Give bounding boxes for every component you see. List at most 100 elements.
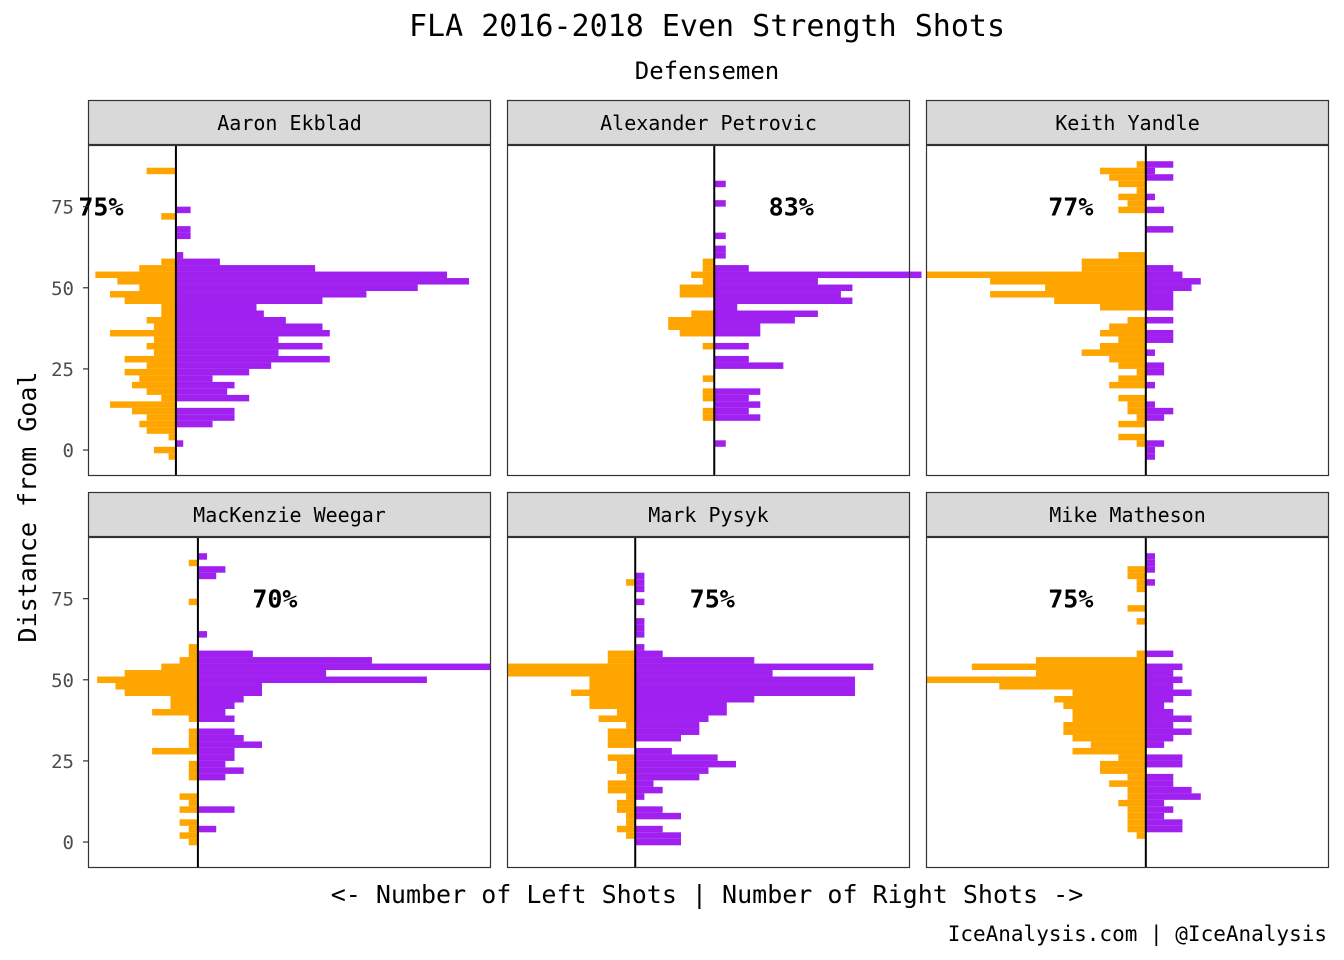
right-shot-bar bbox=[175, 368, 250, 376]
left-shot-bar bbox=[179, 819, 198, 826]
left-shot-bar bbox=[146, 316, 176, 324]
left-shot-bar bbox=[1136, 414, 1146, 421]
right-shot-bar bbox=[197, 728, 235, 735]
left-shot-bar bbox=[146, 342, 176, 350]
right-shot-bar bbox=[1145, 812, 1165, 820]
right-shot-bar bbox=[175, 206, 191, 214]
right-shot-bar bbox=[714, 310, 818, 317]
right-shot-bar bbox=[714, 232, 726, 240]
left-shot-bar bbox=[1136, 832, 1146, 839]
right-shot-bar bbox=[197, 806, 235, 813]
right-shot-bar bbox=[175, 278, 470, 285]
facet-strip bbox=[506, 99, 911, 146]
left-shot-bar bbox=[607, 754, 636, 761]
left-shot-bar bbox=[1127, 401, 1146, 408]
right-shot-bar bbox=[1145, 174, 1174, 181]
left-shot-bar bbox=[139, 284, 176, 292]
left-shot-bar bbox=[153, 323, 176, 330]
left-shot-bar bbox=[1118, 362, 1146, 369]
left-shot-bar bbox=[668, 323, 715, 330]
right-shot-bar bbox=[714, 388, 761, 395]
left-shot-bar bbox=[507, 670, 636, 677]
right-shot-bar bbox=[714, 200, 726, 207]
left-shot-bar bbox=[117, 278, 176, 285]
right-shot-bar bbox=[1145, 734, 1174, 742]
right-shot-bar bbox=[1145, 773, 1174, 781]
y-tick-label: 25 bbox=[51, 359, 74, 381]
right-shot-bar bbox=[1145, 683, 1174, 690]
right-shot-bar bbox=[197, 670, 327, 677]
left-shot-bar bbox=[124, 670, 198, 677]
right-shot-bar bbox=[714, 284, 853, 292]
left-shot-bar bbox=[598, 715, 636, 722]
left-shot-bar bbox=[1072, 708, 1146, 716]
facet-panel: Keith Yandle 77% bbox=[925, 99, 1330, 477]
right-shot-bar bbox=[175, 440, 184, 447]
y-tick-label: 25 bbox=[51, 751, 74, 773]
left-shot-bar bbox=[1136, 161, 1146, 168]
left-shot-bar bbox=[926, 271, 1146, 279]
facet-panel: Mike Matheson 75% bbox=[925, 491, 1330, 869]
y-tick-label: 75 bbox=[51, 197, 74, 219]
facet-strip bbox=[925, 491, 1330, 538]
facet-strip-label: Keith Yandle bbox=[1055, 111, 1200, 135]
y-tick-label: 0 bbox=[63, 440, 74, 462]
right-shot-bar bbox=[197, 702, 235, 709]
right-shot-bar bbox=[197, 760, 226, 768]
left-shot-bar bbox=[702, 394, 715, 402]
left-shot-bar bbox=[153, 349, 176, 356]
right-shot-bar bbox=[175, 304, 257, 311]
right-shot-bar bbox=[714, 316, 795, 324]
right-shot-bar bbox=[635, 747, 672, 755]
right-shot-bar bbox=[635, 689, 856, 697]
right-shot-bar bbox=[635, 721, 700, 729]
right-shot-bar bbox=[197, 734, 244, 742]
left-shot-bar bbox=[109, 401, 176, 408]
left-shot-bar bbox=[616, 806, 636, 813]
left-shot-bar bbox=[691, 271, 715, 279]
right-shot-bar bbox=[635, 663, 874, 671]
facet-panels: Aaron Ekblad 75% 0 25 50 75 Alexander Petrovic… bbox=[51, 99, 1330, 869]
right-shot-bar bbox=[714, 394, 749, 402]
left-shot-bar bbox=[188, 838, 198, 846]
left-shot-bar bbox=[1081, 265, 1146, 272]
right-shot-bar bbox=[197, 553, 208, 560]
right-shot-bar bbox=[197, 689, 263, 697]
left-shot-bar bbox=[1136, 650, 1146, 658]
left-shot-bar bbox=[1136, 585, 1146, 593]
panel-border bbox=[87, 144, 492, 477]
facet-strip-label: Aaron Ekblad bbox=[217, 111, 362, 135]
right-shot-bar bbox=[635, 812, 682, 820]
left-shot-bar bbox=[139, 420, 176, 428]
right-shot-bar bbox=[1145, 226, 1174, 233]
left-shot-bar bbox=[1118, 375, 1146, 382]
right-shot-bar bbox=[197, 715, 235, 722]
left-shot-bar bbox=[1035, 670, 1146, 677]
left-shot-bar bbox=[607, 780, 636, 787]
right-shot-bar bbox=[1145, 702, 1165, 709]
right-shot-bar bbox=[1145, 206, 1165, 214]
right-shot-bar bbox=[635, 618, 645, 625]
right-shot-bar bbox=[635, 708, 727, 716]
left-shot-bar bbox=[626, 793, 636, 800]
right-shot-bar bbox=[635, 760, 736, 768]
right-shot-bar bbox=[714, 278, 818, 285]
left-shot-bar bbox=[1081, 349, 1146, 356]
right-shot-bar bbox=[1145, 193, 1155, 201]
right-shot-bar bbox=[635, 683, 856, 690]
right-shot-bar bbox=[1145, 579, 1155, 586]
left-shot-bar bbox=[179, 806, 198, 813]
right-shot-bar bbox=[175, 336, 279, 343]
right-shot-bar bbox=[635, 657, 755, 664]
right-shot-bar bbox=[1145, 799, 1165, 807]
right-shot-bar bbox=[1145, 670, 1174, 677]
right-shot-bar bbox=[635, 579, 645, 586]
right-shot-bar bbox=[635, 734, 682, 742]
left-shot-bar bbox=[1118, 394, 1146, 402]
left-shot-bar bbox=[109, 329, 176, 337]
right-shot-bar bbox=[175, 284, 418, 292]
right-shot-bar bbox=[197, 657, 372, 664]
right-shot-bar bbox=[635, 754, 718, 761]
right-shot-bar bbox=[1145, 440, 1165, 447]
